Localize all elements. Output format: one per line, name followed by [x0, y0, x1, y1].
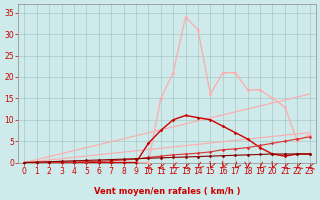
X-axis label: Vent moyen/en rafales ( km/h ): Vent moyen/en rafales ( km/h ) — [94, 187, 240, 196]
